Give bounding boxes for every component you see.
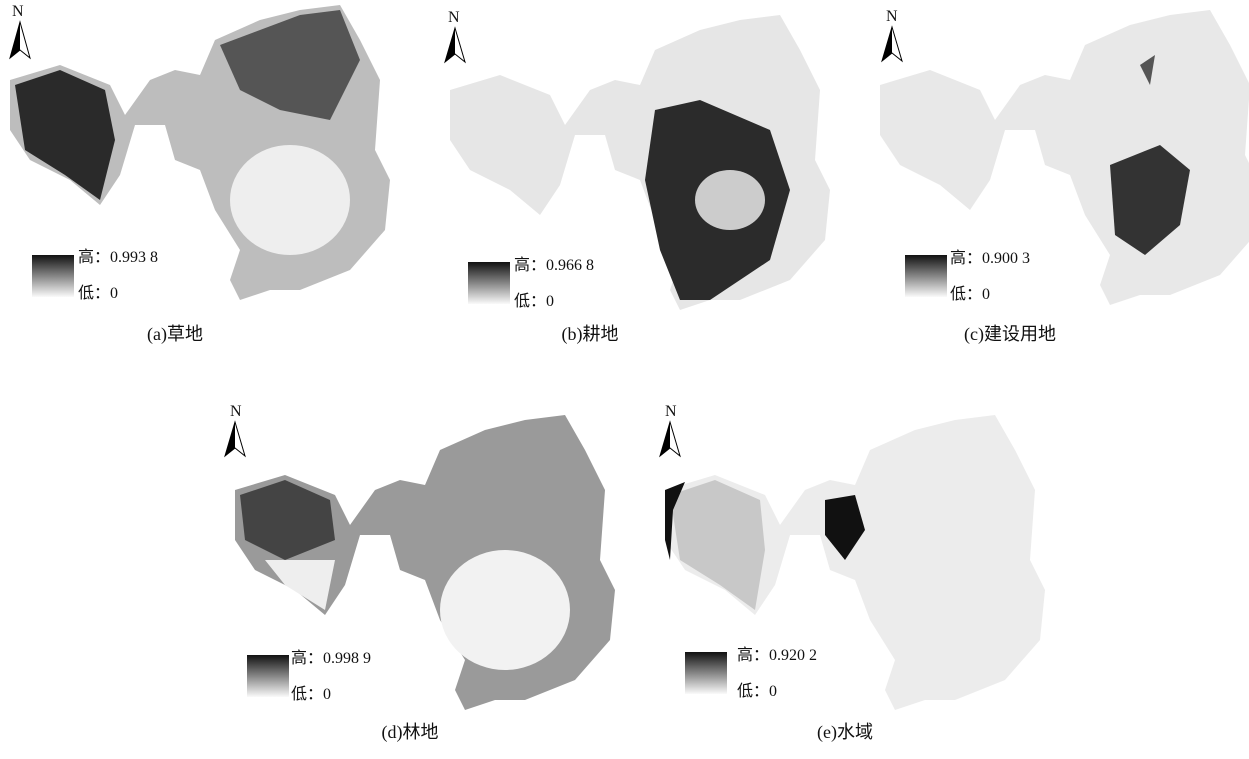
- map-grey-area: [670, 480, 765, 610]
- north-arrow: [445, 28, 455, 62]
- panel-e: N 高：0.920 2 低：0 (e)水域: [660, 403, 1045, 743]
- legend-ramp: [685, 652, 727, 694]
- page: N 高：0.993 8 低：0 (a)草地 N 高：0.966 8 低：0 (b…: [0, 0, 1249, 759]
- legend-ramp: [32, 255, 74, 297]
- north-label: N: [665, 403, 677, 420]
- north-label: N: [12, 3, 24, 20]
- legend-high: 高：0.993 8: [78, 248, 158, 266]
- legend-ramp: [905, 255, 947, 297]
- legend-low: 低：0: [514, 292, 554, 310]
- caption: (d)林地: [382, 722, 439, 743]
- legend-high: 高：0.998 9: [291, 649, 371, 667]
- panel-a: N 高：0.993 8 低：0 (a)草地: [10, 3, 390, 345]
- legend-ramp: [247, 655, 289, 697]
- map-light-area: [695, 170, 765, 230]
- north-label: N: [230, 403, 242, 420]
- map-light-area: [265, 560, 335, 610]
- legend-ramp: [468, 262, 510, 304]
- legend-high: 高：0.900 3: [950, 249, 1030, 267]
- panel-b: N 高：0.966 8 低：0 (b)耕地: [445, 9, 830, 345]
- map-light-area: [230, 145, 350, 255]
- map-light-area: [440, 550, 570, 670]
- caption: (a)草地: [147, 324, 203, 345]
- legend-low: 低：0: [291, 685, 331, 703]
- caption: (c)建设用地: [964, 324, 1056, 345]
- legend-low: 低：0: [737, 682, 777, 700]
- legend-low: 低：0: [78, 284, 118, 302]
- legend-low: 低：0: [950, 285, 990, 303]
- caption: (e)水域: [817, 722, 873, 743]
- panel-d: N 高：0.998 9 低：0 (d)林地: [225, 403, 615, 743]
- north-label: N: [448, 9, 460, 26]
- legend-high: 高：0.920 2: [737, 646, 817, 664]
- panel-c: N 高：0.900 3 低：0 (c)建设用地: [880, 8, 1249, 345]
- north-label: N: [886, 8, 898, 25]
- map-dark-area: [15, 70, 115, 200]
- legend-high: 高：0.966 8: [514, 256, 594, 274]
- figure: N 高：0.993 8 低：0 (a)草地 N 高：0.966 8 低：0 (b…: [0, 0, 1249, 759]
- caption: (b)耕地: [562, 324, 619, 345]
- north-arrow: [882, 27, 892, 61]
